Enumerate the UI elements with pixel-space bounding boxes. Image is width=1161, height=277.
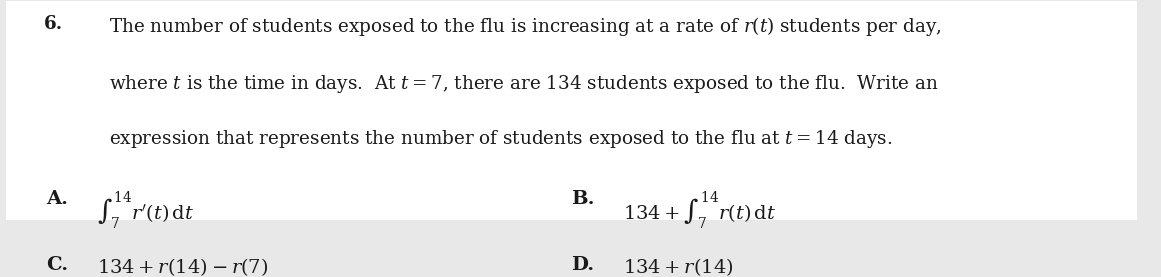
- Text: $134 + r(14) - r(7)$: $134 + r(14) - r(7)$: [98, 257, 268, 277]
- Text: $\int_{7}^{14} r'(t)\,\mathrm{d}t$: $\int_{7}^{14} r'(t)\,\mathrm{d}t$: [98, 190, 194, 232]
- Text: D.: D.: [571, 257, 594, 275]
- Text: $134 + \int_{7}^{14} r(t)\,\mathrm{d}t$: $134 + \int_{7}^{14} r(t)\,\mathrm{d}t$: [622, 190, 776, 232]
- Text: A.: A.: [45, 190, 67, 208]
- Text: The number of students exposed to the flu is increasing at a rate of $r(t)$ stud: The number of students exposed to the fl…: [108, 16, 942, 39]
- Text: 6.: 6.: [43, 16, 63, 34]
- Text: B.: B.: [571, 190, 594, 208]
- Text: expression that represents the number of students exposed to the flu at $t = 14$: expression that represents the number of…: [108, 128, 892, 150]
- FancyBboxPatch shape: [6, 1, 1137, 220]
- Text: C.: C.: [45, 257, 67, 275]
- Text: where $t$ is the time in days.  At $t = 7$, there are 134 students exposed to th: where $t$ is the time in days. At $t = 7…: [108, 73, 938, 95]
- Text: $134 + r(14)$: $134 + r(14)$: [622, 257, 734, 277]
